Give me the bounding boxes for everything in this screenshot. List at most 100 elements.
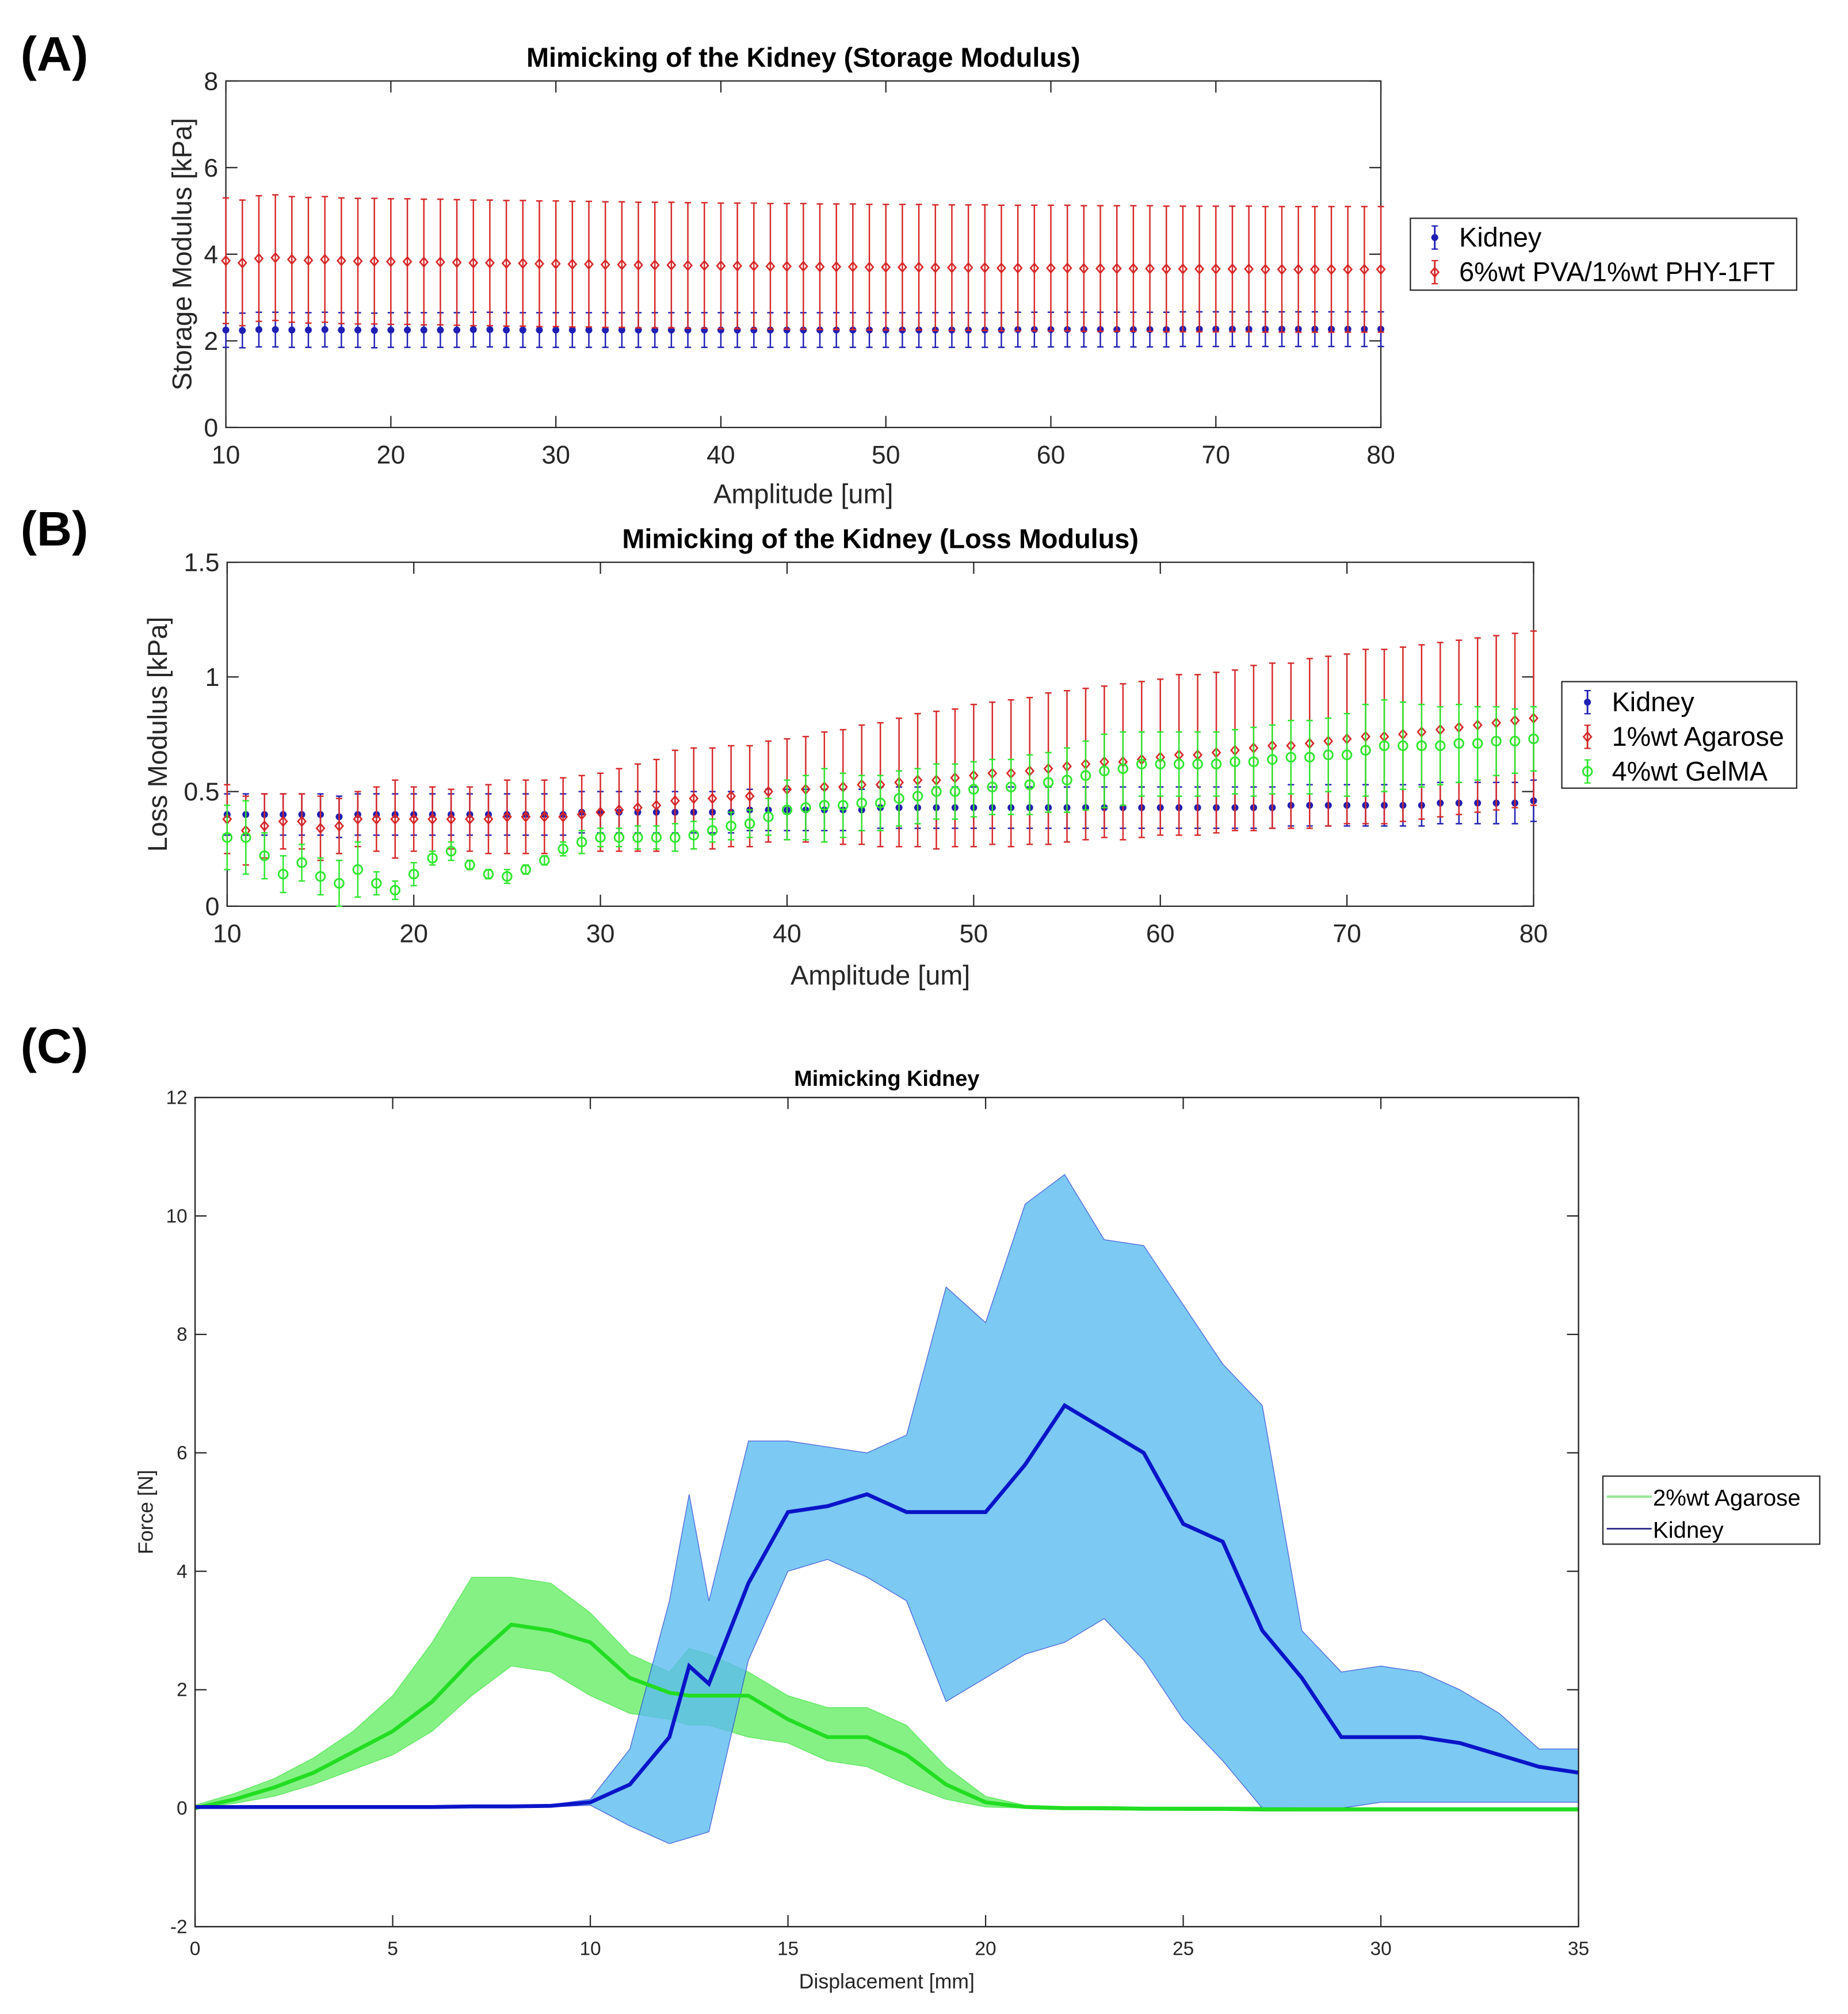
data-point — [503, 326, 510, 334]
data-point — [1095, 262, 1105, 274]
data-point — [404, 326, 411, 334]
data-point — [464, 859, 475, 871]
data-point — [1360, 745, 1371, 756]
data-point — [1227, 263, 1238, 275]
data-point — [1285, 752, 1297, 763]
data-point — [1230, 756, 1240, 768]
data-point — [536, 326, 543, 334]
data-point — [452, 257, 462, 268]
data-point — [946, 262, 957, 273]
data-point — [683, 260, 693, 272]
x-tick-label: 0 — [190, 1938, 201, 1959]
data-point — [670, 832, 681, 843]
data-point — [288, 326, 296, 334]
data-point — [483, 813, 494, 825]
data-point — [1145, 262, 1155, 274]
data-point — [1244, 263, 1254, 275]
data-point — [699, 260, 709, 272]
panel-a-label: (A) — [21, 26, 89, 81]
panel-c-xlabel: Displacement [mm] — [799, 1970, 975, 1993]
data-point — [453, 326, 461, 334]
data-point — [819, 800, 830, 811]
x-tick-label: 40 — [773, 920, 801, 948]
y-tick-label: 8 — [177, 1324, 188, 1345]
x-tick-label: 50 — [960, 920, 988, 948]
data-point — [1161, 263, 1171, 275]
y-tick-label: 1 — [205, 663, 220, 692]
data-point — [1376, 264, 1386, 275]
x-tick-label: 70 — [1332, 920, 1361, 948]
data-point — [297, 815, 307, 827]
data-point — [930, 262, 941, 273]
data-point — [336, 255, 346, 266]
y-tick-label: 4 — [177, 1561, 188, 1582]
data-point — [1024, 779, 1035, 790]
legend-c-agarose: 2%wt Agarose — [1653, 1485, 1801, 1511]
data-point — [931, 786, 942, 797]
data-point — [402, 255, 413, 268]
data-point — [732, 260, 743, 272]
data-point — [420, 326, 427, 334]
data-point — [1267, 754, 1278, 765]
data-point — [1194, 263, 1205, 275]
data-point — [221, 255, 231, 266]
panel-c-title: Mimicking Kidney — [794, 1067, 979, 1091]
x-tick-label: 10 — [579, 1938, 601, 1959]
data-point — [222, 832, 233, 843]
x-tick-label: 35 — [1568, 1938, 1589, 1959]
data-point — [1173, 758, 1185, 770]
data-point — [1309, 264, 1320, 275]
data-point — [435, 256, 445, 268]
data-point — [272, 326, 279, 333]
data-point — [437, 326, 444, 334]
data-point — [1277, 264, 1287, 275]
data-point — [519, 326, 526, 334]
data-point — [1128, 262, 1139, 274]
x-tick-label: 60 — [1037, 441, 1066, 469]
y-tick-label: 0 — [204, 414, 218, 443]
x-tick-label: 80 — [1366, 441, 1395, 469]
data-point — [576, 808, 587, 821]
panel-b-xlabel: Amplitude [um] — [791, 960, 970, 990]
legend-a-pva: 6%wt PVA/1%wt PHY-1FT — [1459, 257, 1775, 287]
x-tick-label: 30 — [541, 441, 570, 469]
data-point — [1079, 262, 1089, 274]
data-point — [856, 798, 867, 808]
data-point — [584, 258, 594, 270]
legend-marker-icon — [1430, 266, 1440, 278]
data-point — [408, 813, 419, 825]
data-point — [237, 257, 247, 269]
data-point — [446, 813, 456, 825]
data-point — [726, 821, 736, 831]
data-point — [484, 257, 495, 269]
data-point — [371, 878, 382, 889]
x-tick-label: 20 — [975, 1938, 996, 1959]
data-point — [1029, 262, 1040, 274]
data-point — [1248, 756, 1259, 768]
panel-c-label: (C) — [21, 1019, 89, 1073]
data-point — [558, 844, 568, 855]
data-point — [1099, 765, 1110, 777]
legend-c-kidney: Kidney — [1653, 1517, 1724, 1543]
data-point — [1080, 770, 1091, 781]
data-point — [1043, 777, 1054, 788]
data-point — [651, 799, 662, 811]
data-point — [353, 255, 363, 267]
panel-a-plot: 10 20 30 40 50 60 70 80 0 2 4 6 8 — [204, 67, 1395, 469]
data-point — [897, 261, 907, 273]
data-point — [996, 262, 1006, 274]
data-point — [278, 815, 288, 827]
data-point — [521, 811, 531, 823]
y-tick-label: 0 — [205, 893, 220, 921]
data-point — [1062, 262, 1072, 274]
data-point — [763, 785, 773, 798]
data-point — [800, 802, 811, 813]
data-point — [716, 260, 726, 272]
data-point — [987, 781, 998, 792]
panel-a-legend: Kidney 6%wt PVA/1%wt PHY-1FT — [1410, 218, 1797, 291]
data-point — [614, 804, 624, 816]
legend-marker-icon — [1584, 699, 1591, 706]
data-point — [277, 868, 289, 880]
data-point — [334, 878, 345, 889]
